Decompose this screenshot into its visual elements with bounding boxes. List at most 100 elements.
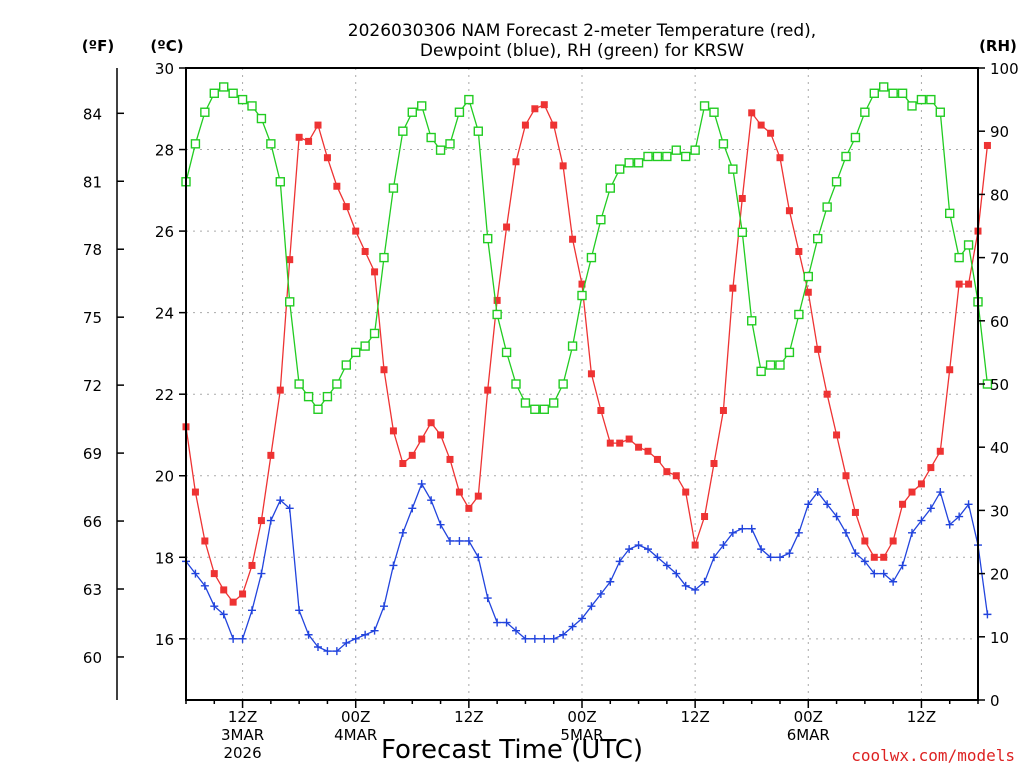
temperature-point xyxy=(559,162,567,170)
dewpoint-point xyxy=(578,614,586,623)
axes: 16 18 20 22 24 26 28 30 60 63 66 69 72 75 78 81 84 0 10 20 3… xyxy=(83,60,1019,762)
celsius-tick-label: 18 xyxy=(155,549,174,567)
temperature-point xyxy=(606,439,614,447)
rh-point xyxy=(662,151,672,162)
rh-point xyxy=(549,398,559,408)
temperature-point xyxy=(201,537,209,545)
temperature-point xyxy=(210,570,218,578)
dewpoint-point xyxy=(710,553,718,562)
dewpoint-point xyxy=(493,618,502,627)
dewpoint-point xyxy=(587,602,596,611)
dewpoint-point xyxy=(549,634,558,643)
rh-point xyxy=(567,341,578,351)
temperature-point xyxy=(550,121,558,129)
temperature-point xyxy=(427,419,435,427)
dewpoint-point xyxy=(606,577,615,586)
x-tick-label: 00Z xyxy=(341,708,370,726)
fahrenheit-tick-label: 75 xyxy=(83,309,102,327)
dewpoint-point xyxy=(898,561,907,570)
temperature-point xyxy=(493,296,501,304)
rh-point xyxy=(520,398,531,408)
rh-point xyxy=(850,132,861,143)
temperature-point xyxy=(389,427,397,435)
series-rh xyxy=(181,82,993,414)
temperature-point xyxy=(474,492,482,500)
dewpoint-point xyxy=(191,569,200,578)
rh-point xyxy=(577,290,587,301)
rh-point xyxy=(237,94,248,105)
temperature-point xyxy=(748,109,756,117)
fahrenheit-tick-label: 78 xyxy=(83,241,102,259)
rh-point xyxy=(360,341,370,351)
rh-point xyxy=(879,82,889,92)
dewpoint-point xyxy=(662,561,671,570)
rh-point xyxy=(775,360,785,370)
rh-point xyxy=(492,309,502,320)
dewpoint-point xyxy=(540,634,549,643)
dewpoint-point xyxy=(917,516,926,525)
temperature-point xyxy=(220,586,228,594)
temperature-point xyxy=(323,154,331,162)
temperature-point xyxy=(955,280,963,288)
rh-point xyxy=(445,139,455,149)
rh-point xyxy=(935,107,945,117)
temperature-point xyxy=(512,158,520,166)
dewpoint-point xyxy=(398,528,407,537)
dewpoint-point xyxy=(728,528,737,537)
rh-point xyxy=(596,214,606,225)
rh-point xyxy=(945,208,955,219)
temperature-point xyxy=(333,182,341,190)
temperature-point xyxy=(795,247,803,255)
temperature-point xyxy=(927,464,935,472)
rh-point xyxy=(464,94,474,105)
rh-point xyxy=(256,113,267,124)
dewpoint-point xyxy=(257,569,266,578)
x-tick-label: 00Z xyxy=(567,708,596,726)
dewpoint-point xyxy=(625,545,634,554)
rh-point xyxy=(813,233,823,244)
temperature-point xyxy=(776,154,784,162)
rh-unit-label: (RH) xyxy=(979,37,1017,55)
rh-point xyxy=(831,177,842,187)
temperature-point xyxy=(578,280,586,288)
temperature-point xyxy=(644,447,652,455)
temperature-point xyxy=(635,443,643,451)
temperature-point xyxy=(191,488,199,496)
rh-point xyxy=(718,139,729,149)
rh-point xyxy=(822,202,832,212)
temperature-point xyxy=(663,468,671,476)
rh-tick-label: 40 xyxy=(990,439,1009,457)
temperature-point xyxy=(691,541,699,549)
dewpoint-point xyxy=(596,589,605,598)
dewpoint-point xyxy=(653,553,662,562)
series-dewpoint xyxy=(182,479,992,656)
rh-point xyxy=(841,151,851,162)
rh-point xyxy=(275,177,285,187)
dewpoint-point xyxy=(691,585,700,594)
dewpoint-point xyxy=(738,524,747,533)
rh-point xyxy=(963,240,974,250)
dewpoint-point xyxy=(719,541,728,550)
rh-point xyxy=(737,227,747,238)
temperature-point xyxy=(276,386,284,394)
x-tick-label: 6MAR xyxy=(787,726,830,744)
rh-point xyxy=(388,183,399,193)
celsius-tick-label: 26 xyxy=(155,223,174,241)
dewpoint-point xyxy=(276,496,285,505)
rh-tick-label: 20 xyxy=(990,566,1009,584)
rh-tick-label: 100 xyxy=(990,60,1019,78)
rh-point xyxy=(784,347,795,358)
rh-point xyxy=(615,164,625,174)
rh-point xyxy=(285,297,295,307)
dewpoint-point xyxy=(794,528,803,537)
dewpoint-point xyxy=(361,630,370,639)
temperature-point xyxy=(597,407,605,415)
dewpoint-point xyxy=(559,630,568,639)
x-tick-label: 3MAR xyxy=(221,726,264,744)
dewpoint-point xyxy=(464,536,473,545)
temperature-point xyxy=(361,247,369,255)
temperature-point xyxy=(653,455,661,463)
rh-point xyxy=(190,139,201,149)
dewpoint-point xyxy=(964,500,973,509)
